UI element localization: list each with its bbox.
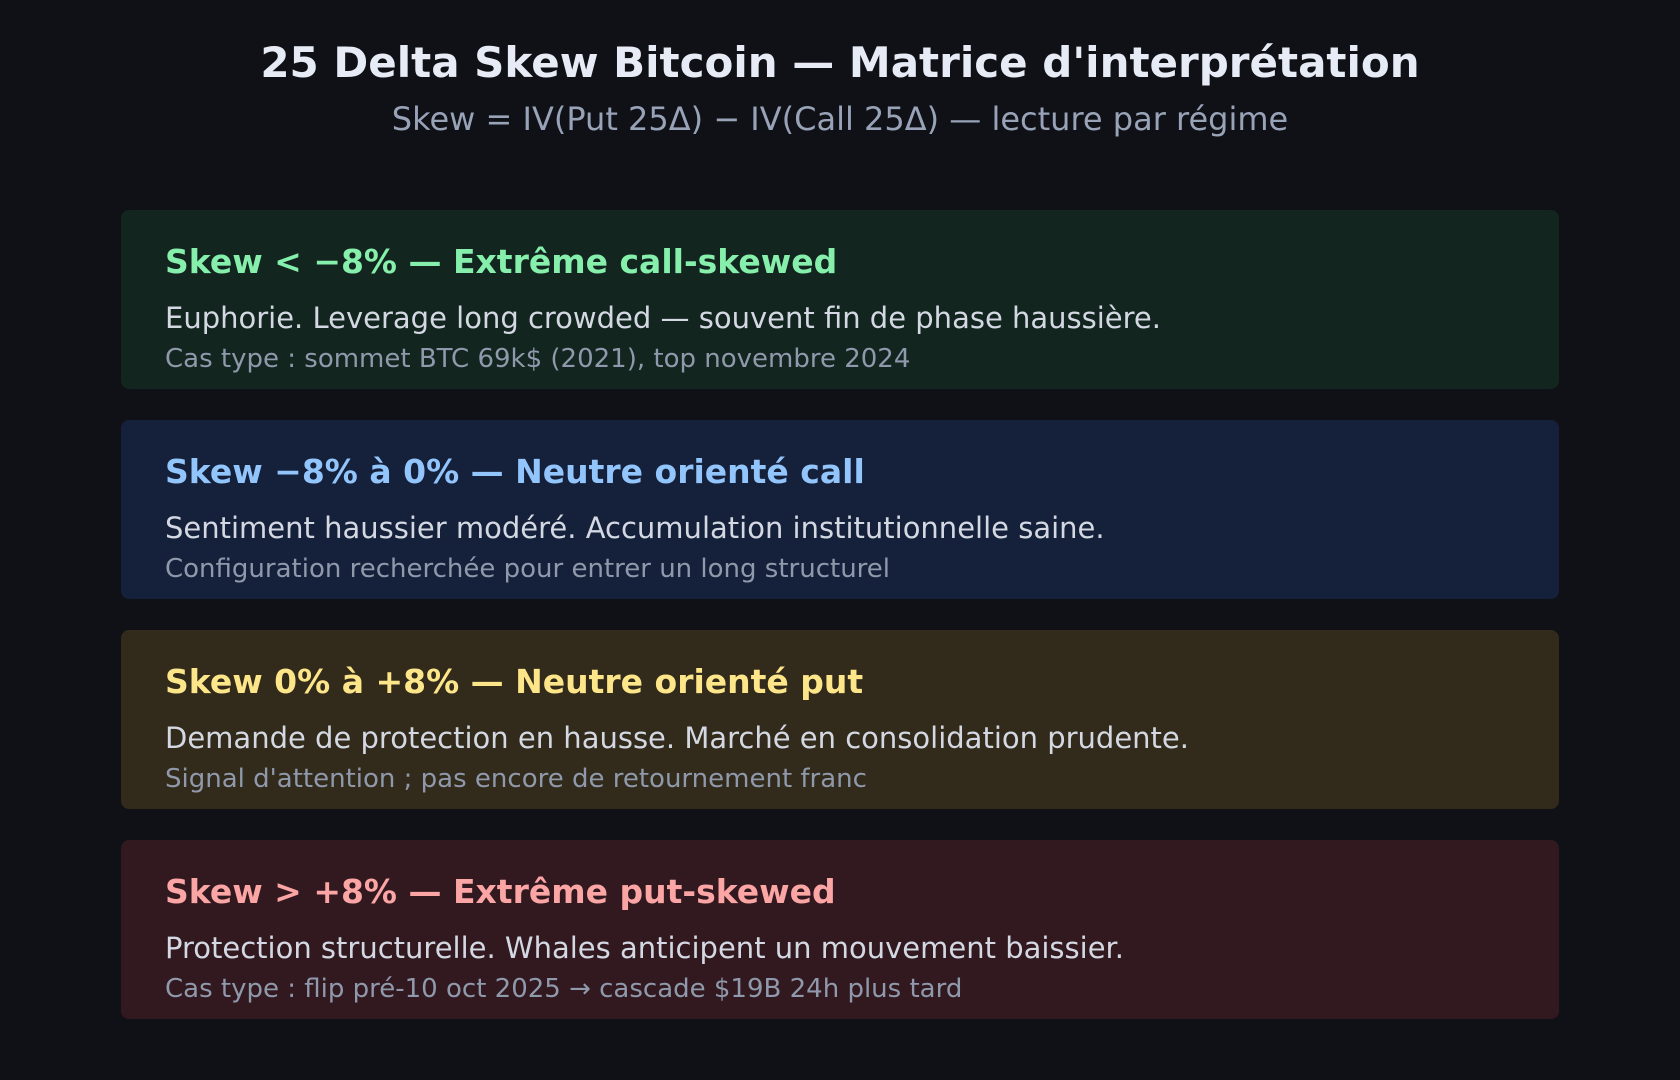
- regime-description-extreme-put: Protection structurelle. Whales anticipe…: [165, 931, 1125, 965]
- page-title: 25 Delta Skew Bitcoin — Matrice d'interp…: [260, 38, 1420, 87]
- regime-note-extreme-put: Cas type : flip pré-10 oct 2025 → cascad…: [165, 974, 963, 1004]
- regime-panel-neutral-call: Skew −8% à 0% — Neutre orienté call Sent…: [121, 420, 1559, 599]
- regime-note-neutral-put: Signal d'attention ; pas encore de retou…: [165, 764, 867, 794]
- regime-description-neutral-call: Sentiment haussier modéré. Accumulation …: [165, 511, 1105, 545]
- regime-panel-neutral-put: Skew 0% à +8% — Neutre orienté put Deman…: [121, 630, 1559, 809]
- regime-description-extreme-call: Euphorie. Leverage long crowded — souven…: [165, 301, 1161, 335]
- regime-title-neutral-call: Skew −8% à 0% — Neutre orienté call: [165, 452, 865, 491]
- regime-note-extreme-call: Cas type : sommet BTC 69k$ (2021), top n…: [165, 344, 911, 374]
- regime-title-extreme-put: Skew > +8% — Extrême put-skewed: [165, 872, 836, 911]
- regime-panel-extreme-put: Skew > +8% — Extrême put-skewed Protecti…: [121, 840, 1559, 1019]
- regime-description-neutral-put: Demande de protection en hausse. Marché …: [165, 721, 1189, 755]
- regime-note-neutral-call: Configuration recherchée pour entrer un …: [165, 554, 891, 584]
- regime-title-neutral-put: Skew 0% à +8% — Neutre orienté put: [165, 662, 864, 701]
- page-subtitle: Skew = IV(Put 25Δ) − IV(Call 25Δ) — lect…: [391, 100, 1289, 138]
- regime-title-extreme-call: Skew < −8% — Extrême call-skewed: [165, 242, 838, 281]
- regime-panel-extreme-call: Skew < −8% — Extrême call-skewed Euphori…: [121, 210, 1559, 389]
